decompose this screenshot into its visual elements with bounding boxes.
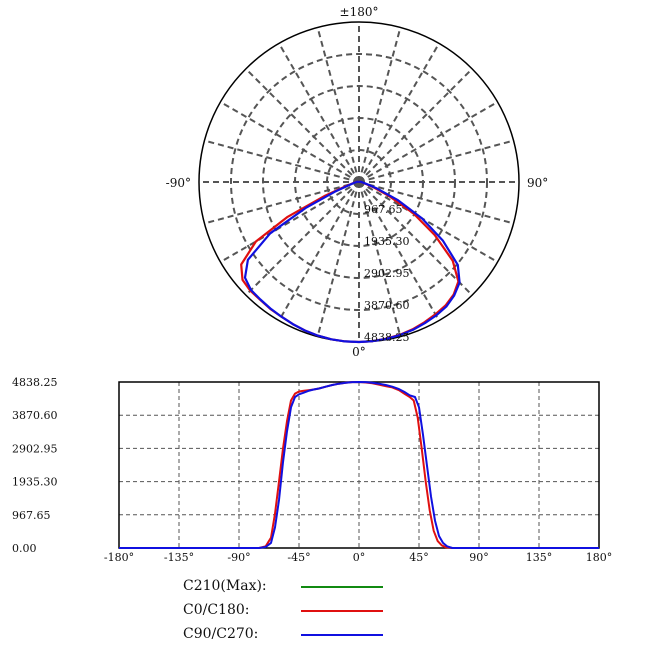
- polar-grid-spoke: [358, 139, 514, 183]
- polar-grid-spoke: [358, 68, 473, 183]
- polar-grid-spoke: [204, 139, 360, 183]
- legend-swatch: [301, 586, 383, 588]
- legend-label: C90/C270:: [183, 626, 259, 642]
- polar-angle-label: 0°: [352, 345, 366, 359]
- x-tick-label: -90°: [227, 551, 250, 564]
- x-tick-label: -135°: [164, 551, 194, 564]
- legend-label: C0/C180:: [183, 602, 250, 618]
- y-tick-label: 3870.60: [12, 409, 58, 422]
- polar-angle-label: 90°: [527, 176, 548, 190]
- polar-grid-spoke: [358, 101, 499, 183]
- x-tick-label: 180°: [586, 551, 613, 564]
- polar-grid-spoke: [219, 101, 360, 183]
- polar-grid-spoke: [278, 181, 360, 322]
- polar-grid-spoke: [316, 181, 360, 337]
- polar-series-line: [243, 180, 461, 344]
- legend-swatch: [301, 634, 383, 636]
- polar-grid-spoke: [358, 181, 514, 225]
- polar-angle-label: ±180°: [340, 5, 379, 19]
- x-tick-label: 135°: [526, 551, 553, 564]
- polar-radial-label: 967.65: [364, 203, 403, 216]
- y-tick-label: 967.65: [12, 509, 51, 522]
- line-series: [119, 381, 599, 549]
- polar-grid-spoke: [358, 181, 402, 337]
- polar-grid-spoke: [316, 27, 360, 183]
- polar-radial-label: 3870.60: [364, 299, 410, 312]
- polar-grid-spoke: [245, 68, 360, 183]
- x-tick-label: -180°: [104, 551, 134, 564]
- polar-grid-ring: [230, 53, 488, 311]
- polar-grid-spoke: [358, 181, 499, 263]
- legend-label: C210(Max):: [183, 578, 267, 594]
- polar-grid-spoke: [358, 181, 473, 296]
- x-tick-label: 45°: [409, 551, 429, 564]
- polar-radial-label: 1935.30: [364, 235, 410, 248]
- y-tick-label: 4838.25: [12, 376, 58, 389]
- polar-grid-spoke: [358, 42, 440, 183]
- polar-grid-spoke: [219, 181, 360, 263]
- line-chart: 4838.25 3870.60 2902.95 1935.30 967.65 0.00 -1…: [12, 376, 613, 564]
- polar-grid-spoke: [204, 181, 360, 225]
- polar-grid-spoke: [358, 27, 402, 183]
- y-tick-label: 1935.30: [12, 476, 58, 489]
- polar-grid-spoke: [358, 181, 440, 322]
- polar-angle-label: -90°: [166, 176, 191, 190]
- x-tick-label: -45°: [287, 551, 310, 564]
- legend-swatch: [301, 610, 383, 612]
- y-tick-label: 2902.95: [12, 442, 58, 455]
- polar-radial-label: 4838.25: [364, 331, 410, 344]
- polar-grid-spoke: [245, 181, 360, 296]
- x-tick-label: 0°: [353, 551, 366, 564]
- y-tick-label: 0.00: [12, 542, 37, 555]
- polar-grid-spoke: [278, 42, 360, 183]
- polar-chart: 967.65 1935.30 2902.95 3870.60 4838.25 ±180° -…: [166, 5, 549, 359]
- x-tick-label: 90°: [469, 551, 489, 564]
- polar-radial-label: 2902.95: [364, 267, 410, 280]
